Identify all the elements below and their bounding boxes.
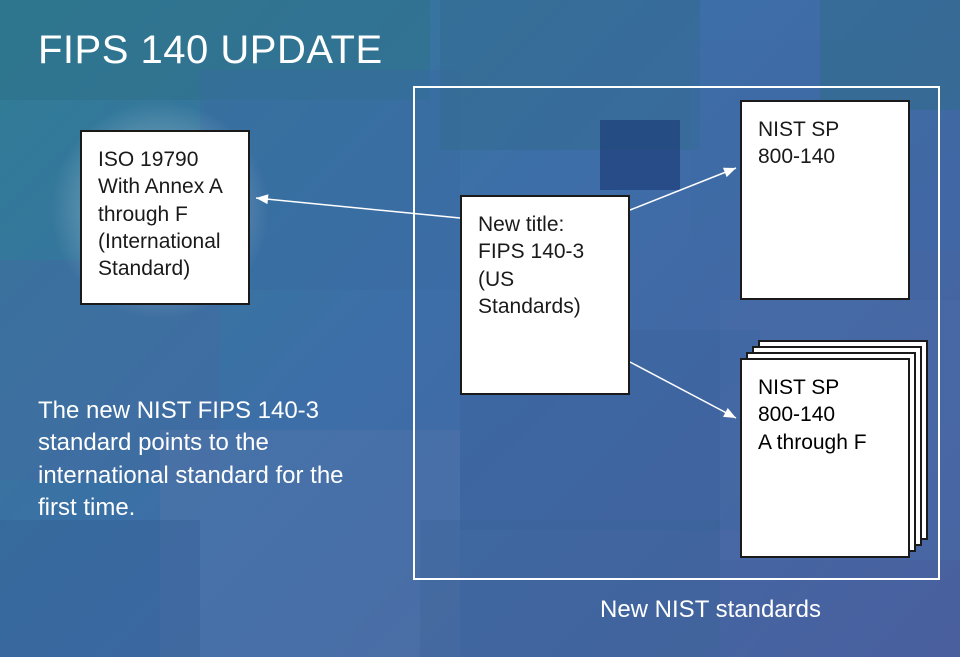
fips-standard-box: New title:FIPS 140-3(US Standards)	[460, 195, 630, 395]
box-line: New title:	[478, 211, 612, 238]
box-line: NIST SP	[758, 374, 892, 401]
iso-standard-box: ISO 19790With Annex Athrough F(Internati…	[80, 130, 250, 305]
frame-label: New NIST standards	[600, 596, 821, 624]
box-line: With Annex A	[98, 173, 232, 200]
box-line: Standard)	[98, 255, 232, 282]
box-line: (US Standards)	[478, 266, 612, 321]
box-line: A through F	[758, 429, 892, 456]
box-line: through F	[98, 201, 232, 228]
box-line: 800-140	[758, 401, 892, 428]
box-line: NIST SP	[758, 116, 892, 143]
box-line: FIPS 140-3	[478, 238, 612, 265]
box-line: 800-140	[758, 143, 892, 170]
box-line: ISO 19790	[98, 146, 232, 173]
infographic-canvas: FIPS 140 UPDATE The new NIST FIPS 140-3 …	[0, 0, 960, 657]
nist-sp-box: NIST SP800-140	[740, 100, 910, 300]
box-line: (International	[98, 228, 232, 255]
description-text: The new NIST FIPS 140-3 standard points …	[38, 395, 378, 525]
page-title: FIPS 140 UPDATE	[38, 28, 383, 73]
stack-front-sheet: NIST SP800-140A through F	[740, 358, 910, 558]
